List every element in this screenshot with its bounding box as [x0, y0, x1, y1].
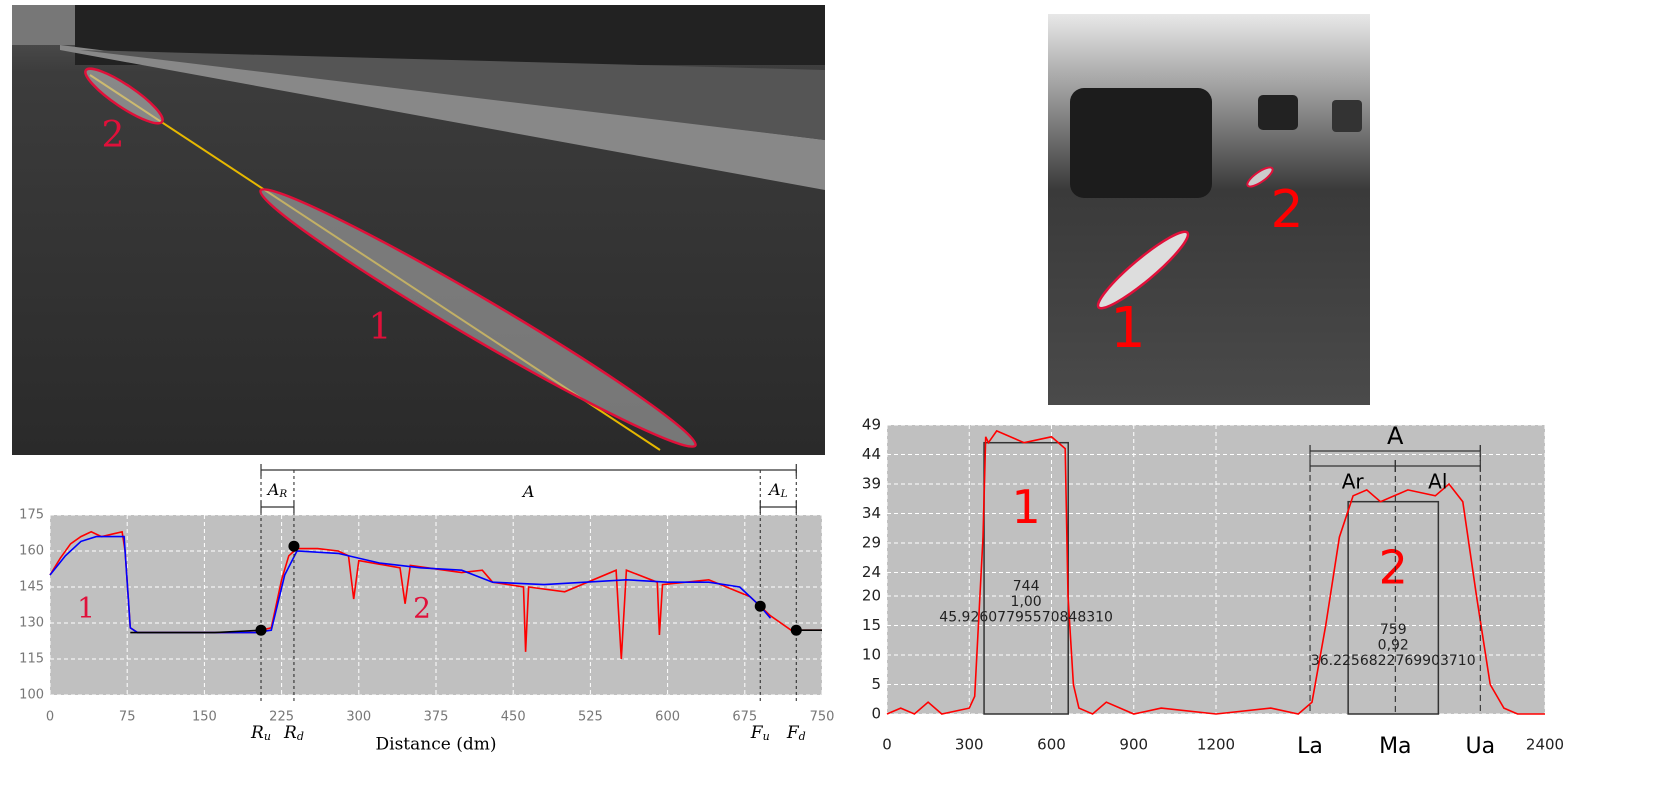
- annotation-text: R: [250, 723, 264, 743]
- y-tick-label: 29: [862, 533, 881, 551]
- annotation-text: A: [521, 482, 535, 501]
- annotation-label: Rd: [283, 723, 304, 744]
- y-tick-label: 115: [19, 652, 44, 667]
- photo-label: 2: [1270, 180, 1303, 240]
- annotation-text: R: [283, 723, 297, 743]
- y-tick-label: 44: [862, 445, 881, 463]
- y-tick-label: 24: [862, 563, 881, 581]
- box-text: 759: [1380, 622, 1407, 638]
- y-tick-label: 100: [19, 688, 44, 703]
- x-tick-label: 1200: [1197, 736, 1235, 754]
- plot-area: [50, 515, 822, 695]
- figure: 2 1 1 2 10011513014516017507515022530037…: [0, 0, 1657, 799]
- y-tick-label: 10: [862, 646, 881, 664]
- x-tick-label: 150: [192, 710, 217, 725]
- x-tick-label: 900: [1119, 736, 1148, 754]
- annotation-text: A: [767, 480, 781, 499]
- x-marker-label: La: [1297, 734, 1323, 759]
- y-tick-label: 145: [19, 580, 44, 595]
- span-label: Ar: [1342, 470, 1365, 494]
- x-tick-label: 0: [46, 710, 54, 725]
- x-tick-label: 600: [1037, 736, 1066, 754]
- y-tick-label: 49: [862, 416, 881, 434]
- annotation-label: AL: [767, 480, 788, 501]
- photo-label: 1: [369, 307, 392, 348]
- x-tick-label: 300: [346, 710, 371, 725]
- y-tick-label: 160: [19, 544, 44, 559]
- y-tick-label: 34: [862, 504, 881, 522]
- y-tick-label: 15: [862, 616, 881, 634]
- point: [288, 541, 299, 552]
- annotation-label: A: [521, 482, 535, 501]
- x-marker-label: Ua: [1465, 734, 1495, 759]
- photo-label: 2: [102, 115, 125, 156]
- y-tick-label: 175: [19, 508, 44, 523]
- box-number: 1: [1011, 480, 1040, 534]
- x-tick-label: 375: [424, 710, 449, 725]
- span-label: Al: [1428, 470, 1447, 494]
- x-axis-label: Distance (dm): [376, 735, 497, 755]
- x-marker-label: Ma: [1379, 734, 1411, 759]
- annotation-label: AR: [266, 480, 288, 501]
- annotation-sub: d: [799, 730, 806, 743]
- x-tick-label: 450: [501, 710, 526, 725]
- point: [791, 625, 802, 636]
- region-label: 1: [77, 592, 95, 625]
- box-text: 744: [1013, 578, 1040, 594]
- box-number: 2: [1379, 540, 1408, 594]
- x-tick-label: 0: [882, 736, 892, 754]
- annotation-sub: u: [763, 730, 770, 743]
- region-label: 2: [413, 592, 431, 625]
- point: [256, 625, 267, 636]
- annotation-sub: R: [278, 488, 287, 500]
- y-tick-label: 39: [862, 474, 881, 492]
- annotation-label: Fd: [786, 723, 806, 744]
- x-tick-label: 300: [955, 736, 984, 754]
- span-label: A: [1387, 422, 1404, 450]
- box-text: 36.2256822769903710: [1311, 653, 1476, 669]
- annotation-label: Ru: [250, 723, 271, 744]
- annotation-sub: d: [297, 730, 304, 743]
- x-tick-label: 600: [655, 710, 680, 725]
- annotation-sub: u: [264, 730, 271, 743]
- y-tick-label: 5: [871, 675, 881, 693]
- x-tick-label: 525: [578, 710, 603, 725]
- annotation-text: A: [266, 480, 280, 499]
- box-text: 0,92: [1378, 637, 1409, 653]
- box-text: 45.92607795570848310: [939, 609, 1113, 625]
- y-tick-label: 0: [871, 705, 881, 723]
- x-tick-label: 75: [119, 710, 136, 725]
- x-tick-label: 2400: [1526, 736, 1564, 754]
- photo-label: 1: [1110, 296, 1146, 361]
- point: [755, 601, 766, 612]
- photo-road-1: [12, 5, 825, 463]
- y-tick-label: 130: [19, 616, 44, 631]
- annotation-sub: L: [780, 488, 788, 500]
- box-text: 1,00: [1011, 594, 1042, 610]
- annotation-label: Fu: [750, 723, 770, 744]
- y-tick-label: 20: [862, 587, 881, 605]
- photo-road-2: [1048, 14, 1370, 405]
- x-tick-label: 750: [810, 710, 835, 725]
